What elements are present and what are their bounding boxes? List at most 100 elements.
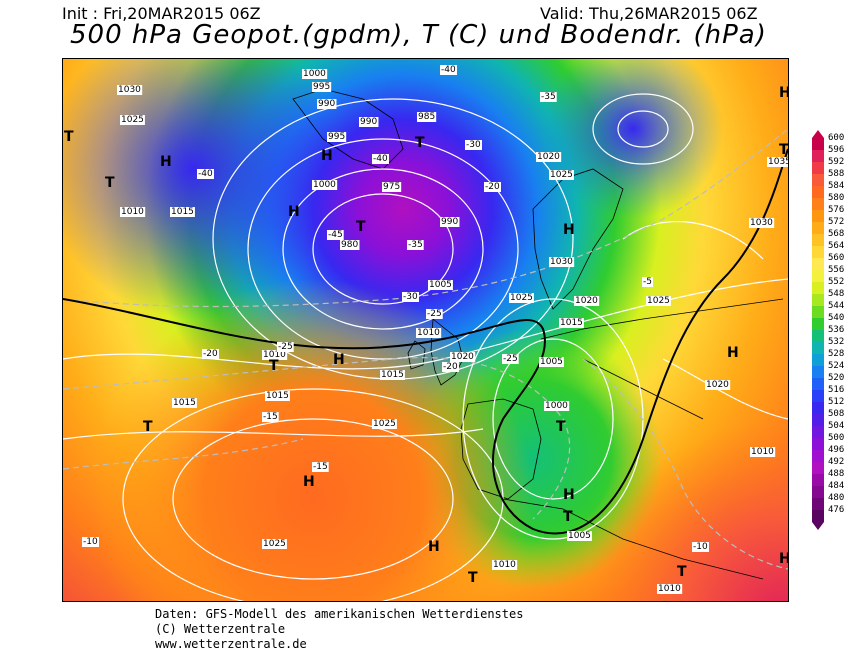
pressure-label: 1000 — [545, 401, 568, 411]
label-background — [492, 560, 518, 570]
temperature-label: -5 — [643, 277, 652, 287]
colorbar-label: 516 — [828, 385, 845, 395]
pressure-label: 1010 — [417, 328, 440, 338]
init-time: Init : Fri,20MAR2015 06Z — [62, 4, 261, 23]
colorbar-label: 524 — [828, 361, 845, 371]
colorbar-bottom-arrow — [812, 522, 824, 530]
pressure-label: 1025 — [373, 419, 396, 429]
temperature-label: -15 — [263, 412, 278, 422]
low-center: T — [64, 129, 74, 145]
valid-time: Valid: Thu,26MAR2015 06Z — [540, 4, 758, 23]
colorbar-swatch — [812, 294, 824, 306]
pressure-label: 1015 — [381, 370, 404, 380]
label-background — [646, 296, 671, 306]
colorbar-label: 500 — [828, 433, 845, 443]
label-background — [359, 117, 379, 127]
high-center: H — [779, 551, 788, 567]
pressure-label: 1015 — [560, 318, 583, 328]
colorbar-label: 520 — [828, 373, 845, 383]
label-background — [749, 218, 775, 228]
label-background — [549, 170, 574, 180]
colorbar-label: 492 — [828, 457, 845, 467]
temperature-label: -35 — [408, 240, 423, 250]
pressure-label: 1010 — [751, 447, 774, 457]
colorbar-swatch — [812, 438, 824, 450]
label-background — [312, 82, 332, 92]
footer: Daten: GFS-Modell des amerikanischen Wet… — [155, 607, 523, 652]
colorbar-swatch — [812, 342, 824, 354]
high-center: H — [333, 352, 345, 368]
label-background — [117, 85, 143, 95]
colorbar-swatch — [812, 378, 824, 390]
label-background — [382, 182, 402, 192]
colorbar-label: 588 — [828, 169, 845, 179]
colorbar-swatch — [812, 258, 824, 270]
label-background — [82, 537, 99, 547]
pressure-label: 1020 — [537, 152, 560, 162]
label-background — [172, 398, 197, 408]
pressure-label: 985 — [418, 112, 435, 122]
label-background — [657, 584, 683, 594]
footer-copyright: (C) Wetterzentrale — [155, 622, 286, 636]
colorbar-swatch — [812, 174, 824, 186]
high-center: H — [727, 345, 739, 361]
colorbar-swatch — [812, 210, 824, 222]
pressure-centers: H H H H H H H H H H H T T T T T T T T T … — [64, 85, 788, 586]
label-background — [567, 531, 592, 541]
low-center: T — [556, 419, 566, 435]
pressure-label: 990 — [441, 217, 458, 227]
label-background — [327, 230, 344, 240]
colorbar-label: 556 — [828, 265, 845, 275]
label-background — [317, 99, 337, 109]
colorbar-swatch — [812, 402, 824, 414]
colorbar-label: 568 — [828, 229, 845, 239]
colorbar-swatch — [812, 234, 824, 246]
pressure-label: 1015 — [171, 207, 194, 217]
colorbar-label: 488 — [828, 469, 845, 479]
colorbar-label: 584 — [828, 181, 845, 191]
pressure-label: 1025 — [121, 115, 144, 125]
temperature-label: -35 — [541, 92, 556, 102]
label-background — [312, 462, 329, 472]
label-background — [442, 362, 459, 372]
colorbar-swatch — [812, 510, 824, 522]
pressure-label: 1025 — [263, 539, 286, 549]
colorbar-swatch — [812, 282, 824, 294]
temperature-label-group: -40 -40 -35 -30 -25 -20 -15 -10 -25 -30 … — [82, 65, 709, 552]
colorbar-label: 576 — [828, 205, 845, 215]
colorbar-label: 544 — [828, 301, 845, 311]
temperature-label: -25 — [278, 342, 293, 352]
colorbar-swatch — [812, 474, 824, 486]
label-background — [262, 412, 279, 422]
label-background — [277, 342, 294, 352]
high-center: H — [563, 487, 575, 503]
pressure-label: 1010 — [121, 207, 144, 217]
pressure-label: 1025 — [550, 170, 573, 180]
colorbar-swatch — [812, 270, 824, 282]
pressure-label: 995 — [313, 82, 330, 92]
label-background — [402, 292, 419, 302]
low-center: T — [468, 570, 478, 586]
weather-map: 1000 995 990 1030 1025 1010 1015 995 100… — [62, 58, 789, 602]
pressure-label: 1010 — [263, 350, 286, 360]
label-background — [484, 182, 501, 192]
label-background — [642, 277, 653, 287]
pressure-label: 1005 — [540, 357, 563, 367]
colorbar-swatch — [812, 330, 824, 342]
label-background — [502, 354, 519, 364]
colorbar-swatch — [812, 186, 824, 198]
pressure-label: 1030 — [750, 218, 773, 228]
pressure-label: 1010 — [493, 560, 516, 570]
pressure-label: 975 — [383, 182, 400, 192]
high-center: H — [563, 222, 575, 238]
colorbar-label: 480 — [828, 493, 845, 503]
footer-website[interactable]: www.wetterzentrale.de — [155, 637, 307, 651]
colorbar-label: 484 — [828, 481, 845, 491]
label-background — [417, 112, 437, 122]
colorbar-swatch — [812, 426, 824, 438]
colorbar-swatch — [812, 246, 824, 258]
pressure-label: 1030 — [550, 257, 573, 267]
label-background — [440, 217, 460, 227]
label-background — [750, 447, 776, 457]
colorbar-swatch — [812, 150, 824, 162]
